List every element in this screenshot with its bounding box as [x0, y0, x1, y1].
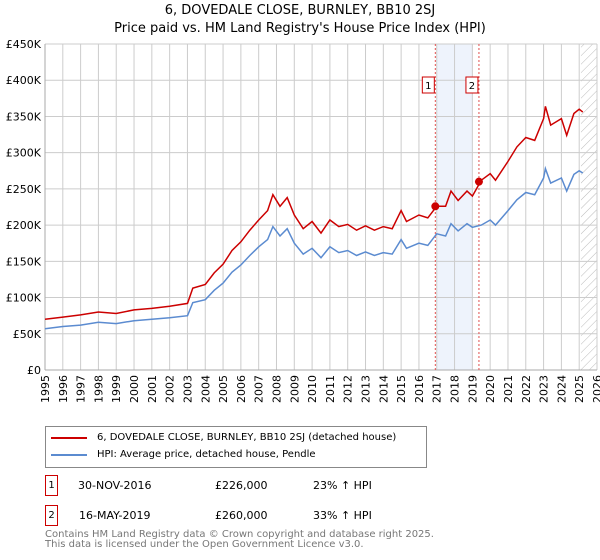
legend-swatch-blue — [51, 453, 87, 456]
y-tick-label: £250K — [6, 183, 42, 196]
x-tick-label: 2011 — [324, 375, 337, 403]
x-tick-label: 2005 — [217, 375, 230, 403]
legend-label: 6, DOVEDALE CLOSE, BURNLEY, BB10 2SJ (de… — [97, 432, 397, 443]
legend: 6, DOVEDALE CLOSE, BURNLEY, BB10 2SJ (de… — [45, 426, 427, 468]
forecast-hatch — [580, 44, 597, 370]
x-tick-label: 2018 — [449, 375, 462, 403]
x-tick-label: 2003 — [181, 375, 194, 403]
sale-date: 30-NOV-2016 — [78, 479, 152, 492]
sale-label: 1 — [425, 81, 431, 92]
sale-point — [474, 177, 483, 186]
y-tick-label: £50K — [13, 328, 42, 341]
y-tick-label: £300K — [6, 147, 42, 160]
sale-badge: 2 — [45, 505, 58, 526]
y-tick-label: £200K — [6, 219, 42, 232]
sale-label: 2 — [469, 81, 475, 92]
sale-label-box — [465, 76, 479, 94]
chart-title: 6, DOVEDALE CLOSE, BURNLEY, BB10 2SJ — [164, 3, 436, 18]
x-tick-label: 2022 — [520, 375, 533, 403]
y-tick-label: £150K — [6, 255, 42, 268]
x-tick-label: 1998 — [92, 375, 105, 403]
x-tick-label: 2013 — [360, 375, 373, 403]
footer-copyright: Contains HM Land Registry data © Crown c… — [45, 529, 434, 540]
sale-hpi: 23% ↑ HPI — [313, 479, 372, 492]
x-tick-label: 2020 — [484, 375, 497, 403]
y-tick-label: £100K — [6, 292, 42, 305]
sale-point — [431, 202, 440, 211]
x-tick-label: 2008 — [270, 375, 283, 403]
x-tick-label: 2012 — [342, 375, 355, 403]
x-tick-label: 2021 — [502, 375, 515, 403]
x-tick-label: 1995 — [39, 375, 52, 403]
legend-swatch-red — [51, 436, 87, 439]
y-tick-label: £350K — [6, 110, 42, 123]
x-tick-label: 2016 — [413, 375, 426, 403]
y-tick-label: £400K — [6, 74, 42, 87]
sale-badge: 1 — [45, 475, 58, 496]
x-tick-label: 2026 — [591, 375, 600, 403]
property-price-line — [44, 106, 584, 321]
sale-date: 16-MAY-2019 — [79, 509, 151, 522]
x-tick-label: 2001 — [146, 375, 159, 403]
x-tick-label: 2006 — [235, 375, 248, 403]
legend-item-property: 6, DOVEDALE CLOSE, BURNLEY, BB10 2SJ (de… — [51, 432, 396, 443]
x-tick-label: 1999 — [110, 375, 123, 403]
x-tick-label: 2023 — [538, 375, 551, 403]
sale-price: £226,000 — [215, 479, 268, 492]
chart-subtitle: Price paid vs. HM Land Registry's House … — [114, 21, 486, 36]
footer-licence: This data is licensed under the Open Gov… — [45, 539, 364, 550]
sale-label-box — [421, 76, 435, 94]
x-tick-label: 2000 — [128, 375, 141, 403]
x-tick-label: 1996 — [57, 375, 70, 403]
y-tick-label: £450K — [6, 38, 42, 51]
x-tick-label: 2015 — [395, 375, 408, 403]
x-tick-label: 2025 — [573, 375, 586, 403]
sale-hpi: 33% ↑ HPI — [313, 509, 372, 522]
price-chart: 1995 1996 1997 1998 1999 2000 2001 2002 2003 2004… — [6, 38, 600, 403]
footer: Contains HM Land Registry data © Crown c… — [45, 530, 434, 550]
x-tick-label: 2024 — [555, 375, 568, 403]
legend-item-hpi: HPI: Average price, detached house, Pend… — [51, 449, 316, 460]
legend-label: HPI: Average price, detached house, Pend… — [97, 449, 316, 460]
x-tick-label: 2002 — [164, 375, 177, 403]
x-tick-label: 1997 — [75, 375, 88, 403]
y-tick-label: £0 — [27, 364, 41, 377]
x-tick-label: 2019 — [466, 375, 479, 403]
x-tick-label: 2007 — [253, 375, 266, 403]
x-tick-label: 2009 — [288, 375, 301, 403]
hpi-line — [44, 165, 584, 330]
sale-price: £260,000 — [215, 509, 268, 522]
x-tick-label: 2004 — [199, 375, 212, 403]
x-tick-label: 2017 — [431, 375, 444, 403]
x-tick-label: 2014 — [377, 375, 390, 403]
x-tick-label: 2010 — [306, 375, 319, 403]
